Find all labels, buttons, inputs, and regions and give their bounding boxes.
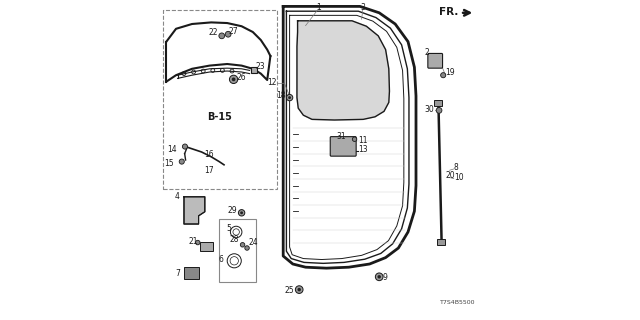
Text: 3: 3 [360,4,365,12]
Circle shape [230,75,238,84]
Text: 2: 2 [425,48,429,57]
Circle shape [196,240,200,245]
Text: 9: 9 [383,273,387,282]
Text: 25: 25 [284,286,294,295]
Text: 8: 8 [454,164,458,172]
Text: 7: 7 [175,269,180,278]
Text: 31: 31 [337,132,346,141]
Text: 5: 5 [226,224,231,233]
Circle shape [240,243,245,247]
Text: 17: 17 [204,166,214,175]
Bar [219,219,256,282]
Text: 18: 18 [276,91,285,100]
Text: 15: 15 [164,159,173,168]
Circle shape [296,286,303,293]
Text: 19: 19 [445,68,455,77]
Bar [184,267,200,279]
Polygon shape [297,21,389,120]
Text: 22: 22 [209,28,218,37]
Text: 24: 24 [249,238,259,247]
Bar [163,10,276,189]
Circle shape [179,159,184,164]
Text: B-15: B-15 [207,112,232,122]
Bar [200,242,212,251]
Text: 12: 12 [268,78,277,87]
Circle shape [352,137,357,141]
Circle shape [436,108,442,113]
Text: FR.: FR. [439,7,458,17]
Circle shape [376,273,383,281]
Text: 26: 26 [236,73,246,82]
Circle shape [244,246,250,250]
Circle shape [238,210,244,216]
Text: 30: 30 [425,105,435,114]
Text: 21: 21 [188,237,198,246]
Circle shape [298,288,301,291]
Text: 13: 13 [358,145,368,154]
Circle shape [440,73,445,78]
Text: 28: 28 [230,235,239,244]
Text: 4: 4 [175,192,180,201]
Circle shape [288,96,291,99]
Text: 23: 23 [255,62,265,71]
FancyBboxPatch shape [330,137,356,156]
Text: 29: 29 [228,206,237,215]
Circle shape [287,94,293,101]
Bar [437,239,445,245]
Text: 6: 6 [218,255,223,264]
Bar [251,67,257,73]
Circle shape [378,275,381,278]
Text: 1: 1 [316,4,321,12]
Circle shape [219,33,225,39]
Text: 11: 11 [358,136,368,145]
Text: 14: 14 [167,145,177,154]
Circle shape [232,77,236,81]
Circle shape [240,212,243,214]
Bar [434,100,442,106]
Text: 20: 20 [445,171,455,180]
FancyBboxPatch shape [428,53,443,68]
Text: 10: 10 [454,173,463,182]
Text: 27: 27 [229,27,239,36]
Polygon shape [184,197,205,224]
Circle shape [225,31,231,37]
Circle shape [182,144,188,149]
Text: 16: 16 [204,150,214,159]
Text: T7S4B5500: T7S4B5500 [440,300,475,305]
